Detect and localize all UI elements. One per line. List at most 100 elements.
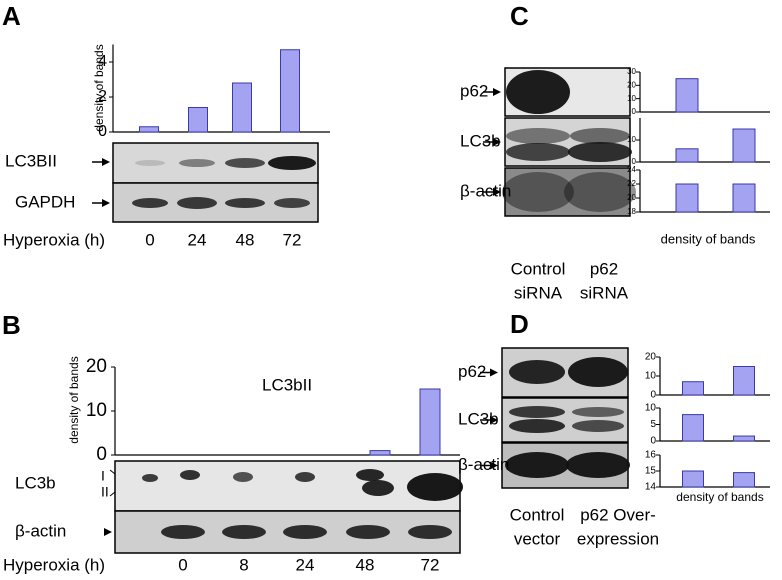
y-tick-label: 15 — [645, 466, 657, 477]
bar — [139, 126, 159, 133]
blot-band — [180, 470, 200, 480]
blot-band — [132, 198, 168, 208]
blot-band — [564, 172, 636, 212]
blot-band — [268, 156, 316, 170]
caption: density of bands — [676, 490, 763, 504]
bar — [733, 435, 755, 442]
bar — [732, 183, 756, 213]
blot-band — [356, 469, 384, 481]
blot-label: LC3b — [458, 409, 499, 428]
y-axis-label: density of bands — [67, 356, 81, 443]
blot-label: β-actin — [458, 455, 509, 474]
blot-band — [233, 472, 253, 482]
y-tick-label: 30 — [627, 67, 636, 76]
lane-label: expression — [577, 529, 659, 548]
panel-letter: B — [2, 310, 21, 340]
blot-band — [572, 407, 624, 417]
bar — [732, 128, 756, 163]
lane-label: Control — [511, 259, 566, 278]
blot-band — [225, 158, 265, 168]
blot — [504, 167, 631, 217]
lane-label: siRNA — [514, 283, 563, 302]
arrow-head — [490, 368, 498, 377]
y-tick-label: 14 — [645, 482, 657, 493]
lane-label: 24 — [296, 555, 315, 574]
arrow-head — [493, 88, 501, 96]
blot-band — [572, 420, 624, 432]
bar — [188, 107, 208, 133]
band-tick — [109, 491, 116, 497]
y-tick-label: 0 — [650, 390, 656, 401]
y-tick-label: 10 — [645, 371, 657, 382]
blot-label: β-actin — [460, 181, 511, 200]
lane-label: vector — [514, 529, 561, 548]
blot-band — [161, 525, 205, 539]
arrow-head — [102, 158, 110, 166]
bar — [675, 183, 699, 213]
y-tick-label: 16 — [645, 450, 657, 461]
y-tick-label: 10 — [86, 400, 107, 421]
arrow-head — [493, 138, 501, 146]
y-tick-label: 10 — [645, 403, 657, 414]
chart-title: LC3bII — [262, 375, 312, 394]
y-axis-label: density of bands — [92, 44, 106, 131]
blot-band — [506, 70, 570, 114]
bar — [232, 82, 252, 133]
blot-band — [274, 198, 310, 208]
panel-letter: C — [510, 1, 529, 31]
bar — [682, 414, 704, 442]
y-tick-label: 10 — [627, 94, 636, 103]
lane-label: 0 — [178, 555, 187, 574]
blot-band — [142, 474, 158, 482]
y-tick-label: 10 — [627, 135, 636, 144]
y-tick-label: 0 — [96, 444, 107, 465]
blot-band — [502, 172, 574, 212]
lane-label: p62 — [590, 259, 618, 278]
bar — [675, 78, 699, 113]
y-tick-label: 22 — [627, 179, 636, 188]
band-label: I — [101, 468, 105, 484]
blot-label: LC3b — [15, 473, 56, 492]
blot-label: LC3b — [460, 131, 501, 150]
arrow-head — [490, 461, 498, 470]
blot — [114, 460, 461, 512]
lane-label: 0 — [145, 230, 154, 249]
lane-label: 24 — [188, 230, 207, 249]
blot-band — [506, 143, 570, 161]
arrow-head — [490, 416, 498, 424]
blot-band — [568, 357, 628, 387]
bar — [369, 450, 391, 456]
blot-band — [135, 160, 165, 166]
blot-band — [570, 128, 630, 144]
blot-band — [408, 525, 452, 539]
y-tick-label: 0 — [632, 157, 637, 166]
blot-band — [505, 452, 569, 478]
lane-label: Control — [510, 505, 565, 524]
blot-band — [509, 419, 565, 433]
blot-band — [509, 406, 565, 418]
y-tick-label: 18 — [627, 207, 636, 216]
blot-label: p62 — [460, 81, 488, 100]
y-tick-label: 20 — [645, 352, 657, 363]
y-tick-label: 0 — [650, 436, 656, 447]
blot-band — [179, 159, 215, 167]
y-tick-label: 20 — [627, 80, 636, 89]
blot-band — [225, 198, 265, 208]
blot-label: GAPDH — [15, 192, 75, 211]
blot-label: β-actin — [15, 521, 66, 540]
blot-band — [509, 360, 565, 384]
caption: density of bands — [661, 231, 756, 246]
lane-label: 48 — [356, 555, 375, 574]
y-tick-label: 5 — [650, 419, 656, 430]
lane-label: 72 — [421, 555, 440, 574]
arrow-head — [102, 199, 110, 207]
bar — [280, 49, 300, 133]
y-tick-label: 20 — [627, 193, 636, 202]
lane-label: 48 — [236, 230, 255, 249]
blot-band — [295, 472, 315, 482]
bar — [682, 470, 704, 488]
lane-label: p62 Over- — [580, 505, 656, 524]
y-tick-label: 20 — [86, 356, 107, 377]
y-tick-label: 2 — [98, 88, 107, 105]
blot-band — [177, 197, 217, 209]
